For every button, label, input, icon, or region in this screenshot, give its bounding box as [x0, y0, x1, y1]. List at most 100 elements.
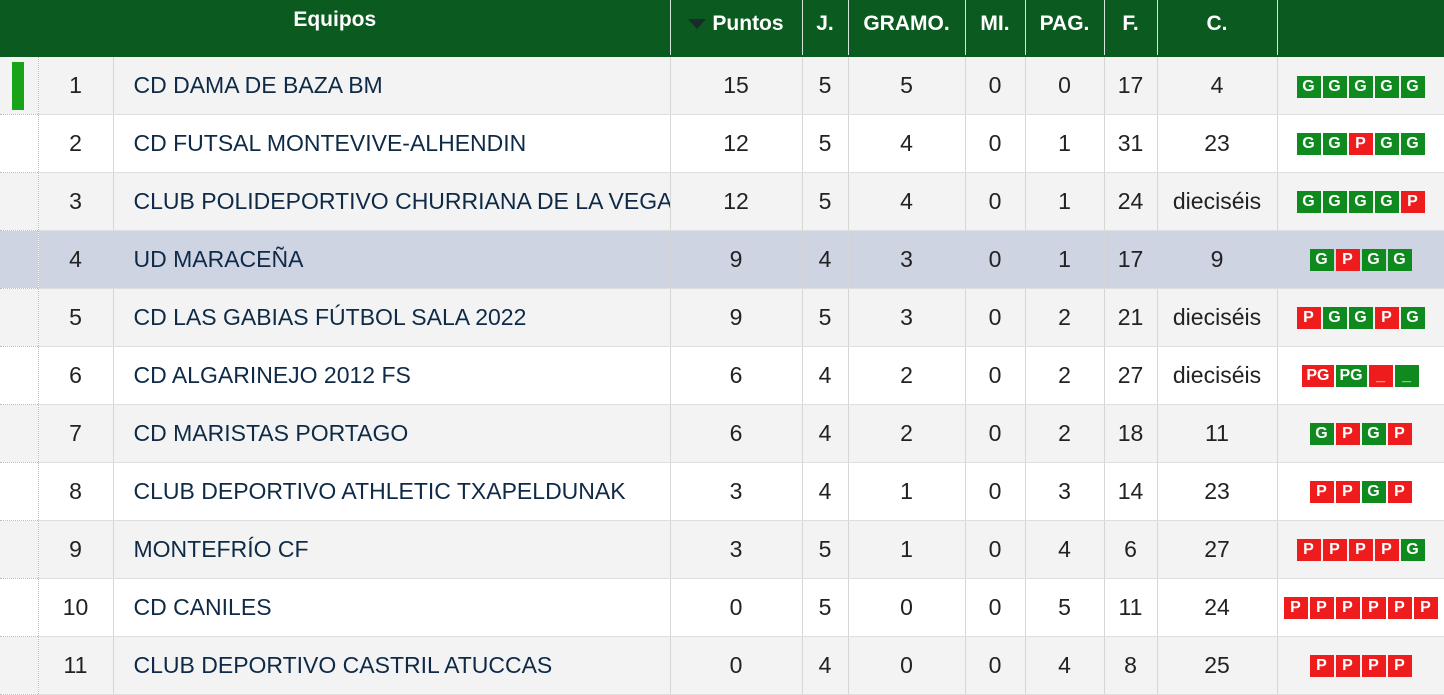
form-result-badge: P: [1387, 481, 1412, 504]
lost-cell: 5: [1025, 578, 1105, 637]
table-row[interactable]: 4 UD MARACEÑA 9 4 3 0 1 17 9 G P G G: [0, 230, 1444, 289]
row-marker: [0, 230, 39, 289]
table-row[interactable]: 11 CLUB DEPORTIVO CASTRIL ATUCCAS 0 4 0 0 4 8 25…: [0, 636, 1444, 695]
header-form: [1277, 0, 1444, 57]
points-cell: 6: [670, 404, 803, 463]
position-cell: 5: [38, 288, 114, 347]
won-cell: 3: [848, 288, 966, 347]
form-result-badge: G: [1400, 539, 1425, 562]
row-marker: [0, 578, 39, 637]
form-result-badge: G: [1361, 423, 1386, 446]
lost-cell: 3: [1025, 462, 1105, 521]
position-cell: 6: [38, 346, 114, 405]
played-cell: 5: [802, 114, 849, 173]
played-cell: 4: [802, 230, 849, 289]
drawn-cell: 0: [965, 346, 1026, 405]
lost-cell: 1: [1025, 172, 1105, 231]
team-name-cell[interactable]: CD MARISTAS PORTAGO: [113, 404, 671, 463]
points-cell: 12: [670, 172, 803, 231]
goals-against-cell: 23: [1157, 114, 1278, 173]
drawn-cell: 0: [965, 56, 1026, 115]
goals-against-cell: dieciséis: [1157, 346, 1278, 405]
won-cell: 2: [848, 404, 966, 463]
table-row[interactable]: 2 CD FUTSAL MONTEVIVE-ALHENDIN 12 5 4 0 1 31 23 G…: [0, 114, 1444, 173]
form-result-badge: _: [1368, 365, 1393, 388]
header-won[interactable]: GRAMO.: [848, 0, 966, 57]
table-row[interactable]: 9 MONTEFRÍO CF 3 5 1 0 4 6 27 P P P P G: [0, 520, 1444, 579]
header-lost[interactable]: PAG.: [1025, 0, 1105, 57]
team-name-cell[interactable]: UD MARACEÑA: [113, 230, 671, 289]
lost-cell: 2: [1025, 346, 1105, 405]
position-cell: 3: [38, 172, 114, 231]
form-result-badge: _: [1394, 365, 1419, 388]
position-cell: 7: [38, 404, 114, 463]
table-row[interactable]: 7 CD MARISTAS PORTAGO 6 4 2 0 2 18 11 G P G P: [0, 404, 1444, 463]
form-result-badge: G: [1374, 75, 1399, 98]
lost-cell: 4: [1025, 636, 1105, 695]
header-played[interactable]: J.: [802, 0, 849, 57]
header-teams[interactable]: Equipos: [0, 0, 671, 57]
table-row[interactable]: 10 CD CANILES 0 5 0 0 5 11 24 P P P P P P: [0, 578, 1444, 637]
goals-against-cell: 24: [1157, 578, 1278, 637]
table-row[interactable]: 6 CD ALGARINEJO 2012 FS 6 4 2 0 2 27 dieciséis PG…: [0, 346, 1444, 405]
form-result-badge: P: [1387, 423, 1412, 446]
team-name-cell[interactable]: CD DAMA DE BAZA BM: [113, 56, 671, 115]
header-points-label: Puntos: [712, 12, 784, 35]
form-result-badge: P: [1335, 655, 1360, 678]
sort-down-icon: [688, 19, 707, 30]
goals-against-cell: 27: [1157, 520, 1278, 579]
lost-cell: 0: [1025, 56, 1105, 115]
goals-against-cell: 25: [1157, 636, 1278, 695]
row-marker: [0, 520, 39, 579]
team-name-cell[interactable]: CLUB DEPORTIVO ATHLETIC TXAPELDUNAK: [113, 462, 671, 521]
table-row[interactable]: 3 CLUB POLIDEPORTIVO CHURRIANA DE LA VEGA…: [0, 172, 1444, 231]
played-cell: 4: [802, 346, 849, 405]
points-cell: 0: [670, 578, 803, 637]
position-cell: 11: [38, 636, 114, 695]
team-name-cell[interactable]: CD ALGARINEJO 2012 FS: [113, 346, 671, 405]
goals-for-cell: 6: [1104, 520, 1158, 579]
row-marker: [0, 114, 39, 173]
team-name-cell[interactable]: CLUB DEPORTIVO CASTRIL ATUCCAS: [113, 636, 671, 695]
team-name-cell[interactable]: MONTEFRÍO CF: [113, 520, 671, 579]
points-cell: 9: [670, 288, 803, 347]
form-result-badge: P: [1413, 597, 1438, 620]
table-row[interactable]: 5 CD LAS GABIAS FÚTBOL SALA 2022 9 5 3 0 2 21 di…: [0, 288, 1444, 347]
header-goals-against[interactable]: C.: [1157, 0, 1278, 57]
played-cell: 5: [802, 288, 849, 347]
table-row[interactable]: 8 CLUB DEPORTIVO ATHLETIC TXAPELDUNAK 3 4 1 0…: [0, 462, 1444, 521]
drawn-cell: 0: [965, 520, 1026, 579]
row-marker: [0, 288, 39, 347]
team-name-cell[interactable]: CD LAS GABIAS FÚTBOL SALA 2022: [113, 288, 671, 347]
goals-for-cell: 17: [1104, 230, 1158, 289]
goals-for-cell: 11: [1104, 578, 1158, 637]
won-cell: 1: [848, 462, 966, 521]
played-cell: 4: [802, 636, 849, 695]
header-drawn[interactable]: MI.: [965, 0, 1026, 57]
team-name-cell[interactable]: CLUB POLIDEPORTIVO CHURRIANA DE LA VEGA: [113, 172, 671, 231]
goals-against-cell: 11: [1157, 404, 1278, 463]
goals-for-cell: 18: [1104, 404, 1158, 463]
form-result-badge: G: [1361, 249, 1386, 272]
team-name-cell[interactable]: CD FUTSAL MONTEVIVE-ALHENDIN: [113, 114, 671, 173]
header-points[interactable]: Puntos: [670, 0, 803, 57]
form-result-badge: G: [1348, 75, 1373, 98]
form-result-badge: G: [1374, 133, 1399, 156]
drawn-cell: 0: [965, 578, 1026, 637]
team-name-cell[interactable]: CD CANILES: [113, 578, 671, 637]
played-cell: 4: [802, 404, 849, 463]
header-played-label: J.: [816, 12, 834, 35]
won-cell: 0: [848, 578, 966, 637]
form-result-badge: G: [1296, 75, 1321, 98]
table-row[interactable]: 1 CD DAMA DE BAZA BM 15 5 5 0 0 17 4 G G G G G: [0, 56, 1444, 115]
header-goals-for[interactable]: F.: [1104, 0, 1158, 57]
lost-cell: 4: [1025, 520, 1105, 579]
points-cell: 3: [670, 520, 803, 579]
header-teams-label: Equipos: [293, 8, 377, 31]
